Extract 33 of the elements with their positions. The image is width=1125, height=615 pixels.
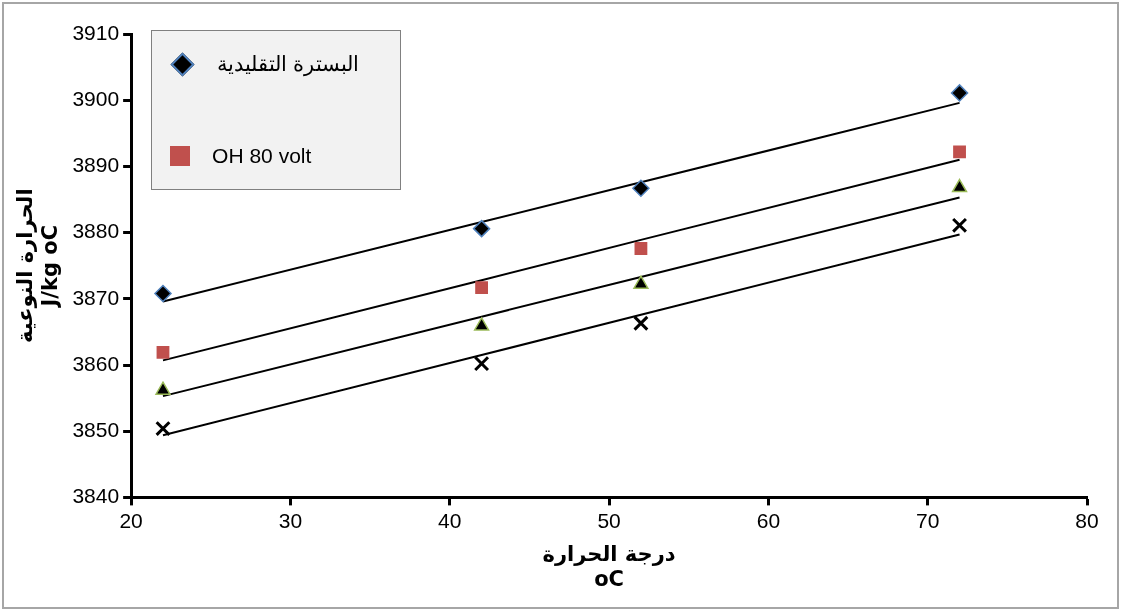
point xyxy=(473,317,490,331)
x-tick-label: 70 xyxy=(916,508,940,532)
x-tick-label: 30 xyxy=(278,508,303,532)
x-tick-label: 50 xyxy=(597,508,621,532)
point xyxy=(951,217,968,234)
y-tick-label: 3860 xyxy=(72,351,120,375)
legend-label: OH 80 volt xyxy=(212,144,312,168)
y-tick-label: 3870 xyxy=(72,285,120,309)
y-tick-label: 3840 xyxy=(72,484,120,508)
point xyxy=(633,275,649,289)
y-tick-label: 3890 xyxy=(72,153,120,177)
y-tick-label: 3880 xyxy=(72,219,120,243)
x-tick-label: 20 xyxy=(119,508,143,532)
y-tick-label: 3850 xyxy=(72,418,120,441)
point xyxy=(633,315,649,332)
point xyxy=(155,381,171,395)
point xyxy=(473,355,490,372)
point xyxy=(472,219,491,238)
point xyxy=(950,84,969,102)
x-tick-label: 40 xyxy=(438,508,462,532)
x-tick-label: 80 xyxy=(1075,508,1099,532)
legend-label: البسترة التقليدية xyxy=(217,52,359,76)
point xyxy=(953,145,966,159)
point xyxy=(475,281,489,294)
y-tick-label: 3900 xyxy=(72,87,120,110)
point xyxy=(632,179,650,197)
point xyxy=(155,420,171,437)
point xyxy=(154,284,172,303)
point xyxy=(951,178,968,193)
point xyxy=(634,242,648,255)
point xyxy=(156,346,170,359)
y-tick-label: 3910 xyxy=(72,20,120,44)
x-tick-label: 60 xyxy=(756,508,781,532)
